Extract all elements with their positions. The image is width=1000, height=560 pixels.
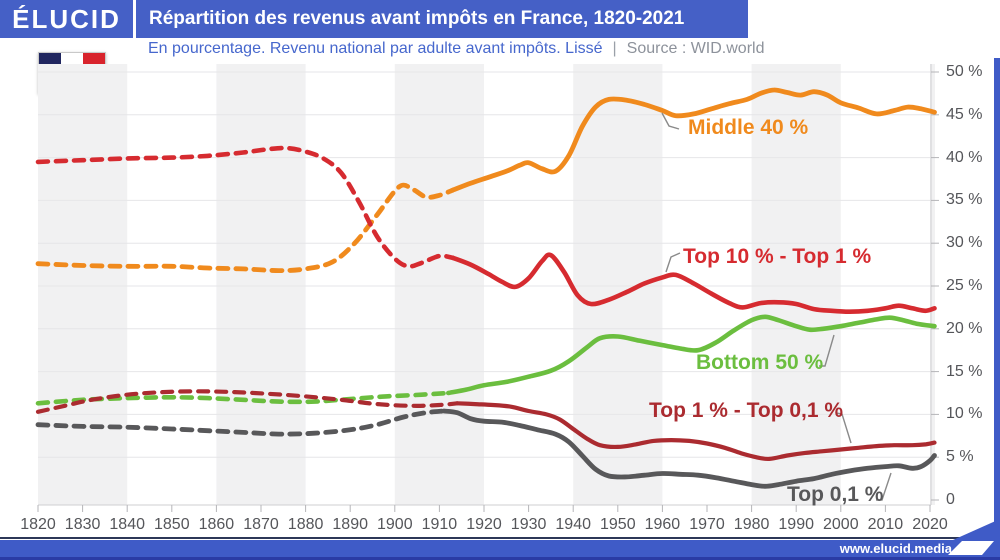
right-border-strip [994,58,1000,538]
x-axis-label-2000: 2000 [823,516,859,533]
subtitle-row: En pourcentage. Revenu national par adul… [148,40,764,62]
label-leader-line [665,252,681,273]
decade-band [38,64,128,505]
x-axis-label-1900: 1900 [377,516,413,533]
subtitle-separator: | [612,40,617,57]
series-label-top01: Top 0,1 % [787,483,884,506]
elucid-arrow-icon [944,519,1000,555]
decade-band [751,64,841,505]
series-top01-line [441,408,937,489]
footer-bottom-edge [0,557,1000,560]
y-axis-label-15: 15 % [946,362,983,380]
source-label: Source : WID.world [626,40,765,57]
decade-band [394,64,484,505]
series-bottom-50-dashed [35,390,451,406]
footer-divider-line [0,537,1000,539]
series-middle-40-line [450,87,937,193]
y-axis-label-45: 45 % [946,105,983,123]
series-bottom-50-line [446,314,937,396]
y-axis-label-35: 35 % [946,191,983,209]
label-leader-line [819,334,835,367]
series-top1-top01-line [455,401,937,462]
header-bar: ÉLUCID Répartition des revenus avant imp… [0,0,748,38]
x-axis-label-1950: 1950 [600,516,636,533]
label-leader-line [835,412,852,444]
x-axis-label-1850: 1850 [154,516,190,533]
series-label-middle-40: Middle 40 % [688,116,809,139]
y-axis-label-20: 20 % [946,319,983,337]
label-leader-line [876,472,892,501]
brand-logo: ÉLUCID [12,3,121,34]
decade-band [930,64,935,505]
x-axis-label-1870: 1870 [243,516,279,533]
x-axis-label-1920: 1920 [466,516,502,533]
series-middle-40-dashed [35,182,456,274]
x-axis-label-1910: 1910 [421,516,458,533]
decade-band [216,64,306,505]
x-axis-label-1930: 1930 [510,516,547,533]
y-axis-label-25: 25 % [946,277,983,294]
x-axis-label-1820: 1820 [20,516,56,533]
x-axis-label-1980: 1980 [733,516,770,533]
y-axis-label-10: 10 % [946,405,983,423]
label-leader-line [661,112,680,130]
x-axis-label-1890: 1890 [332,516,368,533]
x-axis-label-1880: 1880 [287,516,324,533]
y-axis-label-5: 5 % [946,448,974,466]
x-axis-label-1940: 1940 [555,516,591,533]
header-divider [133,0,136,38]
series-top1-top01-dashed [35,389,460,414]
x-axis-label-1990: 1990 [778,516,814,533]
series-label-top1-top01: Top 1 % - Top 0,1 % [649,399,844,422]
y-axis-label-0: 0 [946,491,955,508]
series-label-top10-top1: Top 10 % - Top 1 % [683,245,872,268]
footer-bar [0,540,1000,557]
series-top01-dashed [35,408,447,437]
x-axis-label-2010: 2010 [867,516,904,533]
x-axis-label-1970: 1970 [689,516,725,533]
series-top10-top1-dashed [35,145,456,269]
footer-url: www.elucid.media [839,541,952,556]
chart-subtitle: En pourcentage. Revenu national par adul… [148,40,603,57]
y-axis-label-50: 50 % [946,63,983,80]
x-axis-label-1830: 1830 [64,516,101,533]
x-axis-label-1960: 1960 [644,516,681,533]
x-axis-label-2020: 2020 [912,516,948,533]
y-axis-label-40: 40 % [946,148,983,166]
y-axis-label-30: 30 % [946,234,983,252]
page-title: Répartition des revenus avant impôts en … [149,8,685,29]
series-top10-top1-line [450,252,937,314]
x-axis-label-1840: 1840 [109,516,145,533]
x-axis-label-1860: 1860 [198,516,235,533]
series-label-bottom-50: Bottom 50 % [696,351,824,374]
